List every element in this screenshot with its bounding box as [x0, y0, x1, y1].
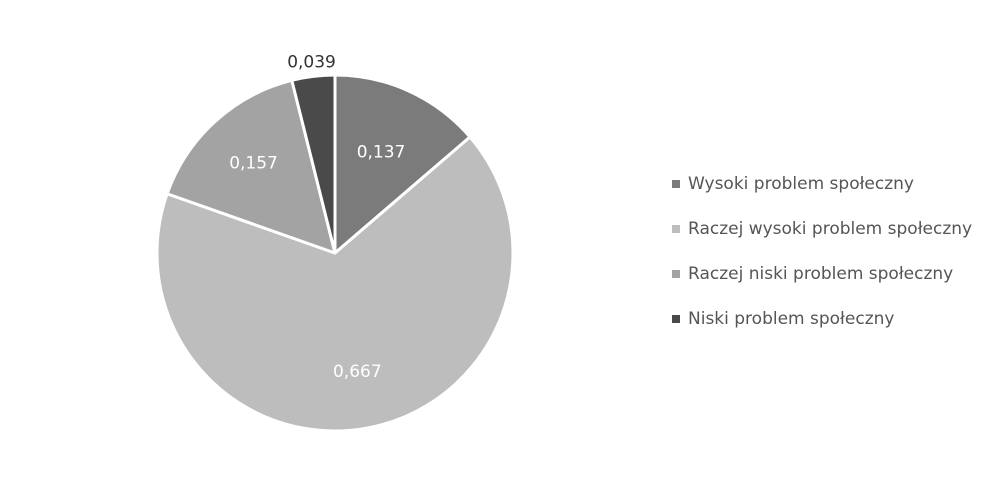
- legend-item-niski: Niski problem społeczny: [672, 307, 972, 331]
- legend-label: Raczej wysoki problem społeczny: [688, 219, 973, 239]
- legend-item-raczej-niski: Raczej niski problem społeczny: [672, 262, 972, 286]
- data-label-1: 0,667: [333, 362, 382, 382]
- legend-item-raczej-wysoki: Raczej wysoki problem społeczny: [672, 217, 972, 241]
- legend-swatch-icon: [672, 270, 680, 278]
- pie-slice-2: [165, 78, 337, 255]
- legend-label: Niski problem społeczny: [688, 309, 895, 329]
- data-label-3: 0,039: [287, 52, 336, 72]
- data-label-2: 0,157: [229, 153, 278, 173]
- pie-data-labels: 0,137 0,667 0,157 0,039: [229, 52, 405, 382]
- pie-slices: [155, 73, 515, 433]
- chart-legend: Wysoki problem społeczny Raczej wysoki p…: [672, 172, 972, 352]
- pie-slice-1: [155, 135, 515, 433]
- legend-swatch-icon: [672, 225, 680, 233]
- legend-swatch-icon: [672, 315, 680, 323]
- data-label-0: 0,137: [357, 143, 406, 163]
- legend-label: Wysoki problem społeczny: [688, 174, 914, 194]
- legend-swatch-icon: [672, 180, 680, 188]
- pie-slice-3: [290, 73, 337, 255]
- legend-item-wysoki: Wysoki problem społeczny: [672, 172, 972, 196]
- legend-label: Raczej niski problem społeczny: [688, 264, 954, 284]
- pie-slice-0: [333, 73, 472, 255]
